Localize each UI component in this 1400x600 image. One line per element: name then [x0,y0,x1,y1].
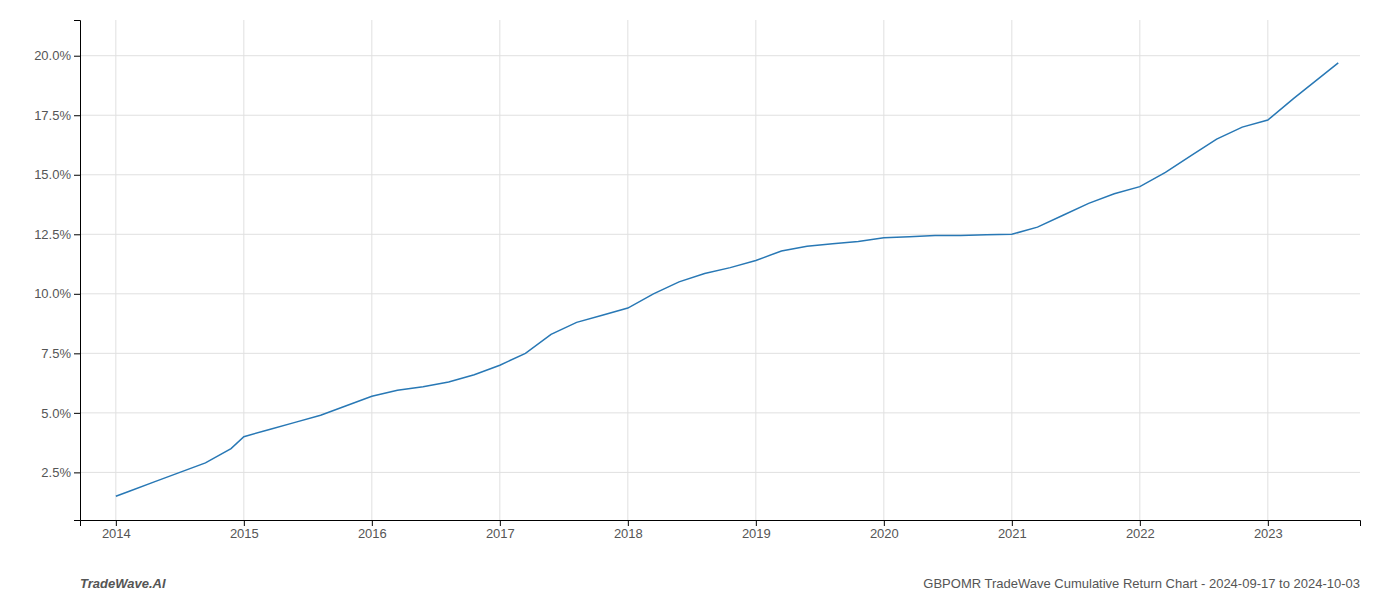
tick-label: 12.5% [34,227,71,242]
tick-mark [74,294,80,295]
grid-line [115,20,116,520]
tick: 5.0% [41,406,80,421]
axis-line [74,21,81,521]
grid-line [371,20,372,520]
y-axis: 2.5% 5.0% 7.5% 10.0% 12.5% 15.0% 17.5% 20.0% [34,21,80,521]
tick-mark [884,520,885,526]
tick-label: 17.5% [34,108,71,123]
tick-mark [74,472,80,473]
tick-mark [372,520,373,526]
tick-label: 2.5% [41,465,71,480]
tick: 15.0% [34,167,80,182]
tick: 2018 [614,520,643,541]
grid-line [1011,20,1012,520]
tick-label: 7.5% [41,346,71,361]
tick-label: 2021 [998,526,1027,541]
grid-line [627,20,628,520]
tick-label: 20.0% [34,48,71,63]
tick: 2020 [870,520,899,541]
tick: 2019 [742,520,771,541]
x-axis: 2014 2015 2016 2017 2018 2019 2020 2021 2022 2023 [81,520,1361,541]
tick: 10.0% [34,286,80,301]
tick: 2017 [486,520,515,541]
tick-mark [756,520,757,526]
tick: 2021 [998,520,1027,541]
tick-mark [74,175,80,176]
tick-mark [1012,520,1013,526]
tick-mark [1140,520,1141,526]
tick-mark [74,115,80,116]
tick-label: 2015 [230,526,259,541]
tick-label: 2018 [614,526,643,541]
tick-label: 2020 [870,526,899,541]
grid-line [80,115,1360,116]
tick: 12.5% [34,227,80,242]
tick-label: 10.0% [34,286,71,301]
tick-label: 2019 [742,526,771,541]
tick-mark [500,520,501,526]
tick-label: 5.0% [41,406,71,421]
tick-mark [244,520,245,526]
grid-line [243,20,244,520]
tick-mark [628,520,629,526]
tick: 2.5% [41,465,80,480]
grid-line [1267,20,1268,520]
tick: 20.0% [34,48,80,63]
grid-line [80,174,1360,175]
footer-right: GBPOMR TradeWave Cumulative Return Chart… [923,576,1360,591]
tick: 2016 [358,520,387,541]
tick-label: 2017 [486,526,515,541]
annotations: TradeWave.AI GBPOMR TradeWave Cumulative … [80,576,1360,591]
axis-line [81,521,1361,527]
grid-line [80,55,1360,56]
tick: 2023 [1254,520,1283,541]
grid-line [80,412,1360,413]
tick: 2015 [230,520,259,541]
line [116,63,1338,496]
tick-label: 2016 [358,526,387,541]
grid-line [80,234,1360,235]
footer-left: TradeWave.AI [80,576,166,591]
tick-label: 15.0% [34,167,71,182]
grid-line [80,353,1360,354]
tick-mark [116,520,117,526]
tick: 2022 [1126,520,1155,541]
grid-line [499,20,500,520]
tick: 17.5% [34,108,80,123]
tick-mark [74,56,80,57]
grid [80,20,1360,520]
plot-area [116,63,1338,496]
grid-line [80,472,1360,473]
grid-line [1139,20,1140,520]
chart: 2014 2015 2016 2017 2018 2019 2020 2021 2022 2023… [0,0,1400,600]
tick-mark [74,234,80,235]
tick-mark [1268,520,1269,526]
tick-mark [74,353,80,354]
tick-label: 2023 [1254,526,1283,541]
grid-line [80,293,1360,294]
tick: 7.5% [41,346,80,361]
tick-label: 2022 [1126,526,1155,541]
tick-label: 2014 [102,526,131,541]
tick-mark [74,413,80,414]
tick: 2014 [102,520,131,541]
grid-line [883,20,884,520]
grid-line [755,20,756,520]
